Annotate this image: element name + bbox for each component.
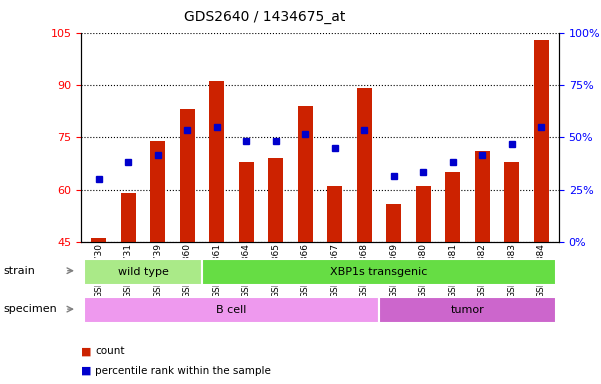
Text: B cell: B cell: [216, 305, 247, 315]
Text: ■: ■: [81, 366, 91, 376]
Bar: [121, 193, 136, 242]
Bar: [386, 204, 401, 242]
Bar: [180, 109, 195, 242]
Text: percentile rank within the sample: percentile rank within the sample: [95, 366, 271, 376]
Bar: [84, 297, 379, 323]
Bar: [269, 158, 283, 242]
Bar: [445, 172, 460, 242]
Bar: [475, 151, 490, 242]
Bar: [150, 141, 165, 242]
Bar: [379, 297, 556, 323]
Bar: [91, 238, 106, 242]
Text: GDS2640 / 1434675_at: GDS2640 / 1434675_at: [184, 10, 345, 23]
Bar: [504, 162, 519, 242]
Bar: [84, 259, 202, 285]
Bar: [328, 186, 342, 242]
Text: count: count: [95, 346, 124, 356]
Text: specimen: specimen: [3, 304, 56, 314]
Text: strain: strain: [3, 266, 35, 276]
Bar: [534, 40, 549, 242]
Bar: [239, 162, 254, 242]
Text: tumor: tumor: [451, 305, 484, 315]
Text: XBP1s transgenic: XBP1s transgenic: [331, 266, 428, 277]
Text: wild type: wild type: [118, 266, 168, 277]
Bar: [298, 106, 313, 242]
Bar: [202, 259, 556, 285]
Text: ■: ■: [81, 346, 91, 356]
Bar: [357, 88, 371, 242]
Bar: [416, 186, 431, 242]
Bar: [209, 81, 224, 242]
